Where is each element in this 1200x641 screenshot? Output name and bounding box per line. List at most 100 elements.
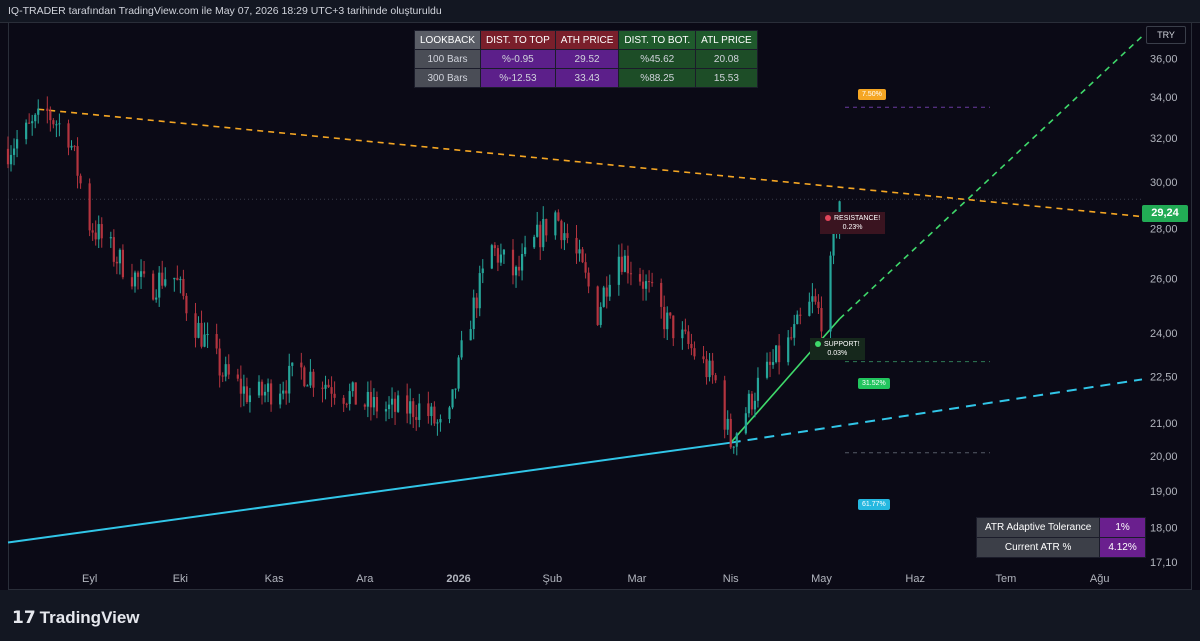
candle-body bbox=[644, 281, 648, 289]
candle-body bbox=[629, 273, 633, 275]
candle-body bbox=[351, 382, 354, 392]
candle-body bbox=[245, 386, 248, 403]
candle-body bbox=[669, 312, 672, 316]
candle-body bbox=[306, 385, 309, 387]
current-atr-value: 4.12% bbox=[1099, 537, 1146, 558]
candle-body bbox=[257, 381, 261, 396]
candle-body bbox=[711, 360, 714, 376]
candle-body bbox=[324, 384, 327, 389]
cell-dist-top: %-12.53 bbox=[480, 68, 556, 88]
candle-body bbox=[100, 224, 103, 239]
candle-body bbox=[139, 271, 143, 277]
candle-body bbox=[327, 384, 330, 388]
candle-body bbox=[663, 306, 666, 330]
candle-body bbox=[200, 322, 203, 347]
atr-tolerance-label: ATR Adaptive Tolerance bbox=[975, 517, 1101, 538]
support_base-extension bbox=[730, 378, 1143, 444]
candle-body bbox=[415, 417, 418, 420]
candle-body bbox=[793, 324, 796, 338]
candle-body bbox=[387, 404, 391, 410]
candle-body bbox=[687, 331, 690, 344]
candle-body bbox=[705, 359, 708, 378]
candle-body bbox=[161, 272, 164, 286]
candle-body bbox=[372, 397, 376, 408]
candle-body bbox=[206, 334, 209, 336]
candle-body bbox=[91, 230, 94, 233]
candle-body bbox=[158, 272, 161, 298]
candle-body bbox=[194, 313, 197, 338]
candle-body bbox=[109, 237, 112, 239]
y-tick-label: 28,00 bbox=[1150, 224, 1178, 236]
candle-body bbox=[533, 236, 536, 248]
candle-body bbox=[55, 124, 58, 126]
candle-body bbox=[342, 397, 345, 404]
y-tick-label: 26,00 bbox=[1150, 274, 1178, 286]
candle-body bbox=[454, 388, 457, 390]
table-row: Current ATR % 4.12% bbox=[975, 537, 1146, 558]
candle-body bbox=[375, 397, 379, 412]
candle-body bbox=[185, 295, 188, 314]
x-tick-label: Ağu bbox=[1090, 573, 1110, 585]
candle-body bbox=[469, 329, 472, 341]
candle-body bbox=[581, 249, 584, 263]
cell-dist-bot: %45.62 bbox=[618, 49, 697, 69]
candle-body bbox=[406, 395, 409, 414]
candle-body bbox=[203, 334, 206, 347]
candle-body bbox=[182, 278, 185, 296]
candle-body bbox=[236, 374, 239, 379]
candle-body bbox=[363, 404, 366, 407]
candle-body bbox=[88, 183, 91, 231]
candle-body bbox=[118, 249, 121, 264]
candle-body bbox=[239, 378, 242, 394]
cell-ath: 33.43 bbox=[554, 68, 620, 88]
candle-body bbox=[152, 273, 155, 300]
candle-body bbox=[390, 398, 394, 405]
candle-body bbox=[481, 268, 484, 274]
x-tick-label: Ara bbox=[356, 573, 374, 585]
candle-body bbox=[756, 377, 760, 401]
candle-body bbox=[457, 357, 460, 389]
candle-body bbox=[714, 375, 717, 381]
candle-body bbox=[448, 407, 451, 420]
candle-body bbox=[321, 387, 324, 389]
candle-body bbox=[814, 296, 817, 302]
candle-body bbox=[578, 249, 581, 254]
cell-lookback: 100 Bars bbox=[413, 49, 482, 69]
price-chart[interactable]: 36,00 34,00 32,00 30,00 28,00 26,00 24,00 22,50… bbox=[0, 0, 1200, 590]
resistance-label: RESISTANCE! 0.23% bbox=[820, 212, 886, 234]
y-tick-label: 20,00 bbox=[1150, 451, 1178, 463]
x-tick-label: Mar bbox=[628, 573, 647, 585]
candle-body bbox=[34, 114, 37, 122]
header-dist-bot: DIST. TO BOT. bbox=[618, 30, 697, 50]
top-bar: IQ-TRADER tarafından TradingView.com ile… bbox=[0, 0, 1200, 23]
chart-frame bbox=[8, 22, 1192, 590]
tradingview-logo[interactable]: 17 TradingView bbox=[12, 608, 140, 628]
support-dot-icon bbox=[815, 341, 821, 348]
candle-body bbox=[67, 123, 70, 148]
candle-body bbox=[638, 274, 642, 282]
candle-body bbox=[647, 281, 651, 283]
candle-body bbox=[490, 245, 493, 269]
current-atr-label: Current ATR % bbox=[975, 537, 1101, 558]
cell-dist-top: %-0.95 bbox=[480, 49, 556, 69]
candle-body bbox=[46, 108, 49, 111]
x-tick-label: Kas bbox=[265, 573, 284, 585]
candle-body bbox=[330, 387, 333, 394]
candle-body bbox=[790, 337, 793, 339]
candle-body bbox=[176, 277, 179, 281]
candle-body bbox=[303, 367, 306, 387]
candle-body bbox=[765, 361, 769, 378]
candle-body bbox=[726, 418, 729, 430]
candle-body bbox=[396, 395, 400, 412]
candle-body bbox=[70, 145, 73, 148]
candle-body bbox=[49, 110, 52, 121]
candle-body bbox=[412, 401, 415, 418]
currency-label[interactable]: TRY bbox=[1146, 26, 1186, 44]
candle-body bbox=[409, 401, 412, 414]
candle-body bbox=[496, 248, 499, 263]
candle-body bbox=[164, 279, 167, 286]
footer-bar: 17 TradingView bbox=[0, 590, 1200, 641]
candle-body bbox=[451, 389, 454, 408]
candle-body bbox=[651, 282, 654, 284]
candle-body bbox=[787, 337, 790, 363]
